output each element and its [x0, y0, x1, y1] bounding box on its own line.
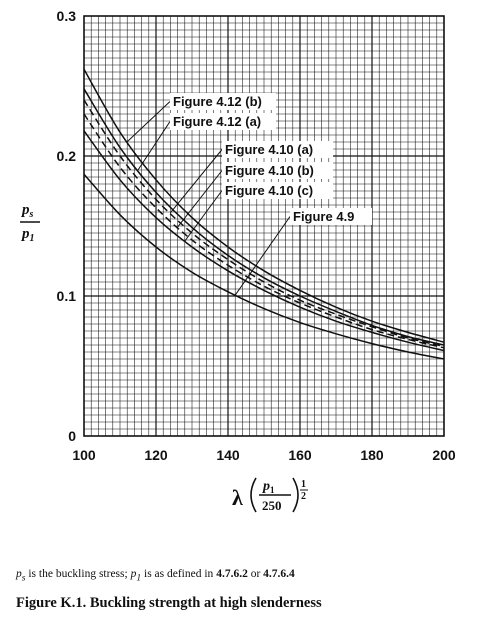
curve-figure-4-9 [83, 173, 445, 360]
footnote-ps: ps [16, 568, 26, 584]
x-tick-labels: 100 120 140 160 180 200 [72, 447, 456, 463]
annotation-label-figure-4-12-b: Figure 4.12 (b) [173, 94, 262, 109]
y-tick-label: 0 [68, 428, 76, 444]
y-tick-label: 0.2 [57, 148, 77, 164]
annotation-leader-figure-4-12-a [137, 121, 171, 171]
annotation-label-figure-4-10-a: Figure 4.10 (a) [225, 142, 313, 157]
annotation-leader-figure-4-10-c [184, 190, 223, 242]
x-tick-label: 180 [360, 447, 384, 463]
annotation-label-figure-4-9: Figure 4.9 [293, 209, 354, 224]
x-label-lambda: λ [232, 485, 243, 510]
annotation-label-figure-4-10-c: Figure 4.10 (c) [225, 183, 313, 198]
y-label-numerator: ps [20, 202, 34, 220]
annotation-bg [222, 141, 333, 158]
y-axis-label: ps p1 [20, 202, 40, 244]
annotation-label-figure-4-10-b: Figure 4.10 (b) [225, 163, 314, 178]
x-label-left-paren [250, 477, 257, 513]
plot-frame [83, 15, 445, 437]
x-label-exponent-denominator: 2 [301, 491, 306, 502]
minor-grid [84, 16, 444, 436]
footnote-p1: p1 [130, 568, 142, 584]
x-tick-label: 200 [432, 447, 456, 463]
figure-caption: Figure K.1. Buckling strength at high sl… [16, 595, 322, 611]
curve-figure-4-10-a [83, 99, 445, 348]
x-label-right-paren [292, 477, 299, 513]
annotation-leader-figure-4-10-b [177, 170, 223, 228]
y-label-denominator: p1 [20, 226, 35, 244]
annotation-leader-figure-4-10-a [170, 149, 223, 214]
y-tick-label: 0.1 [57, 288, 77, 304]
x-tick-label: 120 [144, 447, 168, 463]
footnote-text-3: or [247, 568, 264, 580]
footnote-ref-1: 4.7.6.2 [216, 568, 248, 580]
curve-figure-4-10-b [83, 113, 445, 349]
x-label-numerator: p1 [262, 479, 275, 495]
annotation-bg [222, 162, 333, 179]
annotation-bg [290, 208, 372, 225]
x-label-exponent-numerator: 1 [301, 479, 306, 490]
x-tick-label: 160 [288, 447, 312, 463]
curve-figure-4-12-b [83, 68, 445, 343]
curve-figure-4-10-c [83, 130, 445, 352]
annotation-leaders [126, 101, 291, 296]
x-axis-label: λ p1 250 1 2 [232, 477, 308, 513]
x-tick-label: 140 [216, 447, 240, 463]
footnote-text-1: is the buckling stress; [25, 568, 131, 580]
annotation-leader-figure-4-9 [234, 216, 291, 296]
annotation-labels: Figure 4.12 (b) Figure 4.12 (a) Figure 4.1… [170, 93, 372, 225]
x-label-denominator: 250 [262, 498, 282, 513]
footnote: ps is the buckling stress; p1 is as defi… [16, 568, 295, 583]
x-tick-label: 100 [72, 447, 96, 463]
footnote-text-2: is as defined in [141, 568, 217, 580]
footnote-ref-2: 4.7.6.4 [263, 568, 295, 580]
y-tick-label: 0.3 [57, 8, 77, 24]
annotation-bg [170, 113, 276, 130]
y-tick-labels: 0 0.1 0.2 0.3 [57, 8, 77, 444]
curve-figure-4-12-a [83, 88, 445, 346]
annotation-label-figure-4-12-a: Figure 4.12 (a) [173, 114, 261, 129]
annotation-leader-figure-4-12-b [126, 101, 171, 143]
curves [83, 68, 445, 360]
annotation-bg [222, 182, 333, 199]
buckling-chart: Figure 4.12 (b) Figure 4.12 (a) Figure 4.1… [20, 8, 456, 513]
annotation-bg [170, 93, 276, 110]
